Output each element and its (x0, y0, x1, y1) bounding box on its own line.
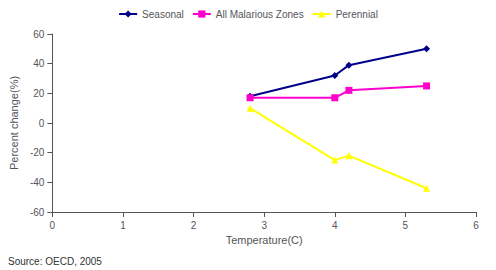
svg-text:Seasonal: Seasonal (142, 9, 184, 20)
svg-text:Percent change(%): Percent change(%) (8, 76, 20, 170)
svg-text:3: 3 (261, 220, 267, 231)
svg-text:6: 6 (473, 220, 479, 231)
svg-text:Source: OECD, 2005: Source: OECD, 2005 (8, 256, 102, 267)
svg-text:Perennial: Perennial (336, 9, 378, 20)
svg-text:4: 4 (332, 220, 338, 231)
svg-text:20: 20 (33, 88, 45, 99)
svg-text:-20: -20 (30, 147, 45, 158)
svg-text:All Malarious Zones: All Malarious Zones (216, 9, 304, 20)
svg-text:-60: -60 (30, 207, 45, 218)
svg-text:-40: -40 (30, 177, 45, 188)
svg-text:Temperature(C): Temperature(C) (226, 234, 303, 246)
svg-text:2: 2 (191, 220, 197, 231)
svg-text:40: 40 (33, 58, 45, 69)
svg-text:5: 5 (403, 220, 409, 231)
svg-text:0: 0 (50, 220, 56, 231)
svg-text:0: 0 (39, 118, 45, 129)
svg-text:1: 1 (120, 220, 126, 231)
svg-text:60: 60 (33, 29, 45, 40)
